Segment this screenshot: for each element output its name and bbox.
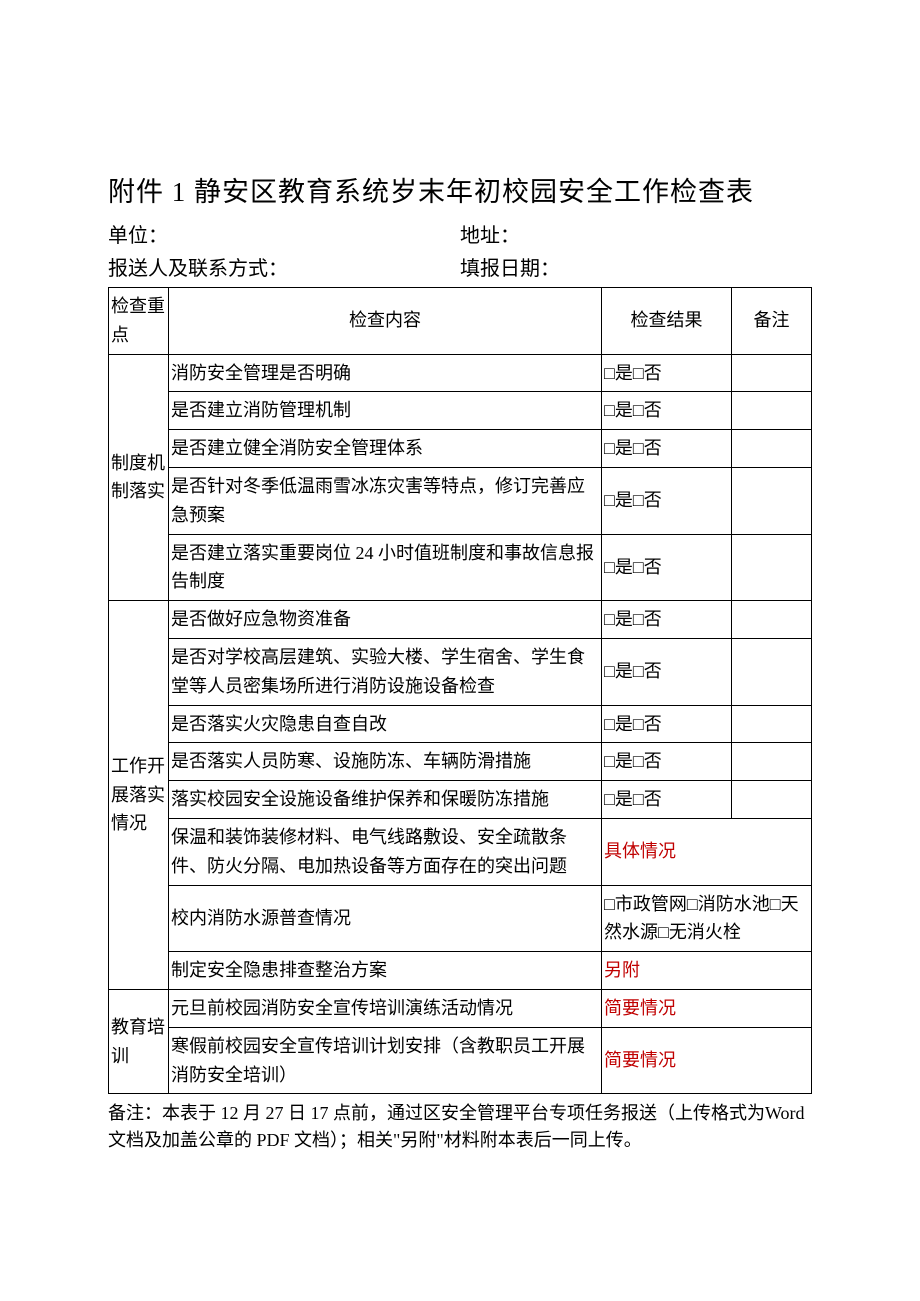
result-brief[interactable]: 简要情况 [602, 1027, 812, 1094]
note-cell [732, 392, 812, 430]
result-cell[interactable]: □是□否 [602, 743, 732, 781]
table-row: 是否针对冬季低温雨雪冰冻灾害等特点，修订完善应急预案 □是□否 [109, 467, 812, 534]
meta-row-1: 单位： 地址： [108, 219, 812, 248]
table-header-row: 检查重点 检查内容 检查结果 备注 [109, 288, 812, 355]
result-detail[interactable]: 具体情况 [602, 818, 812, 885]
unit-label: 单位： [108, 219, 460, 248]
footnote-text: 备注：本表于 12 月 27 日 17 点前，通过区安全管理平台专项任务报送（上… [108, 1100, 812, 1154]
table-row: 是否落实火灾隐患自查自改 □是□否 [109, 705, 812, 743]
item-text: 消防安全管理是否明确 [169, 354, 602, 392]
address-label: 地址： [460, 219, 812, 248]
table-row: 工作开展落实情况 是否做好应急物资准备 □是□否 [109, 601, 812, 639]
item-text: 是否落实人员防寒、设施防冻、车辆防滑措施 [169, 743, 602, 781]
result-brief[interactable]: 简要情况 [602, 989, 812, 1027]
table-row: 是否对学校高层建筑、实验大楼、学生宿舍、学生食堂等人员密集场所进行消防设施设备检… [109, 638, 812, 705]
note-cell [732, 601, 812, 639]
result-cell[interactable]: □是□否 [602, 467, 732, 534]
table-row: 是否落实人员防寒、设施防冻、车辆防滑措施 □是□否 [109, 743, 812, 781]
reporter-label: 报送人及联系方式： [108, 252, 460, 281]
section-label: 工作开展落实情况 [109, 601, 169, 990]
col-note: 备注 [732, 288, 812, 355]
item-text: 落实校园安全设施设备维护保养和保暖防冻措施 [169, 781, 602, 819]
col-result: 检查结果 [602, 288, 732, 355]
item-text: 保温和装饰装修材料、电气线路敷设、安全疏散条件、防火分隔、电加热设备等方面存在的… [169, 818, 602, 885]
note-cell [732, 781, 812, 819]
item-text: 是否针对冬季低温雨雪冰冻灾害等特点，修订完善应急预案 [169, 467, 602, 534]
result-cell[interactable]: □是□否 [602, 354, 732, 392]
result-additional: 另附 [602, 952, 812, 990]
table-row: 是否建立消防管理机制 □是□否 [109, 392, 812, 430]
result-cell[interactable]: □是□否 [602, 392, 732, 430]
item-text: 是否建立健全消防安全管理体系 [169, 430, 602, 468]
item-text: 寒假前校园安全宣传培训计划安排（含教职员工开展消防安全培训） [169, 1027, 602, 1094]
table-row: 教育培训 元旦前校园消防安全宣传培训演练活动情况 简要情况 [109, 989, 812, 1027]
note-cell [732, 743, 812, 781]
note-cell [732, 430, 812, 468]
note-cell [732, 467, 812, 534]
table-row: 是否建立健全消防安全管理体系 □是□否 [109, 430, 812, 468]
item-text: 是否对学校高层建筑、实验大楼、学生宿舍、学生食堂等人员密集场所进行消防设施设备检… [169, 638, 602, 705]
page-title: 附件 1 静安区教育系统岁末年初校园安全工作检查表 [108, 170, 812, 209]
result-cell[interactable]: □是□否 [602, 638, 732, 705]
note-cell [732, 705, 812, 743]
result-cell[interactable]: □是□否 [602, 601, 732, 639]
result-cell[interactable]: □是□否 [602, 705, 732, 743]
page-container: 附件 1 静安区教育系统岁末年初校园安全工作检查表 单位： 地址： 报送人及联系… [0, 0, 920, 1301]
table-row: 制定安全隐患排查整治方案 另附 [109, 952, 812, 990]
item-text: 是否落实火灾隐患自查自改 [169, 705, 602, 743]
table-row: 校内消防水源普查情况 □市政管网□消防水池□天然水源□无消火栓 [109, 885, 812, 952]
item-text: 制定安全隐患排查整治方案 [169, 952, 602, 990]
result-water[interactable]: □市政管网□消防水池□天然水源□无消火栓 [602, 885, 812, 952]
table-row: 寒假前校园安全宣传培训计划安排（含教职员工开展消防安全培训） 简要情况 [109, 1027, 812, 1094]
inspection-table: 检查重点 检查内容 检查结果 备注 制度机制落实 消防安全管理是否明确 □是□否… [108, 287, 812, 1094]
col-category: 检查重点 [109, 288, 169, 355]
result-cell[interactable]: □是□否 [602, 534, 732, 601]
section-label: 教育培训 [109, 989, 169, 1093]
item-text: 是否建立落实重要岗位 24 小时值班制度和事故信息报告制度 [169, 534, 602, 601]
note-cell [732, 534, 812, 601]
table-row: 保温和装饰装修材料、电气线路敷设、安全疏散条件、防火分隔、电加热设备等方面存在的… [109, 818, 812, 885]
item-text: 元旦前校园消防安全宣传培训演练活动情况 [169, 989, 602, 1027]
section-label: 制度机制落实 [109, 354, 169, 601]
item-text: 是否建立消防管理机制 [169, 392, 602, 430]
item-text: 是否做好应急物资准备 [169, 601, 602, 639]
note-cell [732, 354, 812, 392]
meta-row-2: 报送人及联系方式： 填报日期： [108, 252, 812, 281]
table-row: 是否建立落实重要岗位 24 小时值班制度和事故信息报告制度 □是□否 [109, 534, 812, 601]
note-cell [732, 638, 812, 705]
fill-date-label: 填报日期： [460, 252, 812, 281]
col-content: 检查内容 [169, 288, 602, 355]
result-cell[interactable]: □是□否 [602, 781, 732, 819]
item-text: 校内消防水源普查情况 [169, 885, 602, 952]
result-cell[interactable]: □是□否 [602, 430, 732, 468]
table-row: 制度机制落实 消防安全管理是否明确 □是□否 [109, 354, 812, 392]
table-row: 落实校园安全设施设备维护保养和保暖防冻措施 □是□否 [109, 781, 812, 819]
